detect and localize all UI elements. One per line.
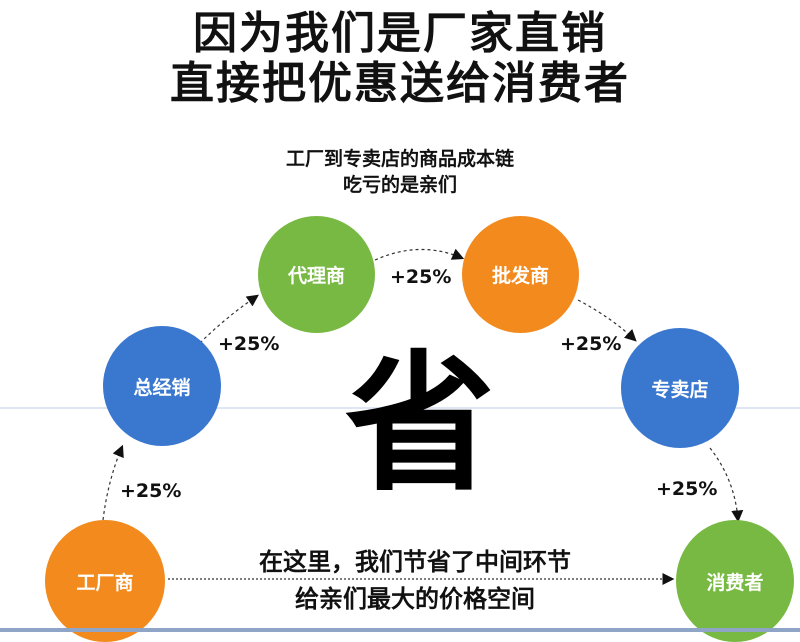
subtitle-line-1: 工厂到专卖店的商品成本链	[285, 148, 514, 170]
arrow-distributor-to-agent	[199, 294, 259, 344]
arrow-wholesaler-to-store	[577, 299, 637, 342]
node-agent: 代理商	[258, 216, 375, 333]
markup-label: +25%	[390, 266, 452, 288]
markup-label: +25%	[218, 333, 280, 355]
node-factory: 工厂商	[45, 520, 165, 642]
node-label: 工厂商	[76, 571, 134, 594]
node-label: 批发商	[491, 265, 549, 287]
arrow-factory-to-distributor	[102, 444, 124, 521]
subtitle-line-2: 吃亏的是亲们	[342, 174, 457, 196]
arrow-store-to-consumer	[709, 447, 744, 523]
node-wholesaler: 批发商	[462, 216, 579, 333]
arrow-agent-to-wholesaler	[374, 248, 465, 261]
node-label: 总经销	[133, 376, 191, 399]
bottom-border	[0, 628, 800, 632]
node-consumer: 消费者	[676, 520, 794, 642]
node-label: 代理商	[287, 265, 345, 287]
markup-label: +25%	[560, 333, 622, 355]
node-label: 专卖店	[651, 378, 709, 401]
headline-line-2: 直接把优惠送给消费者	[170, 58, 630, 109]
markup-label: +25%	[120, 480, 182, 502]
markup-label: +25%	[656, 478, 718, 500]
node-label: 消费者	[706, 571, 764, 594]
divider-line	[0, 407, 800, 409]
node-store: 专卖店	[621, 328, 739, 448]
headline-line-1: 因为我们是厂家直销	[193, 8, 607, 59]
bottom-text-line-2: 给亲们最大的价格空间	[295, 585, 535, 613]
node-general-distributor: 总经销	[103, 326, 221, 446]
bottom-text-line-1: 在这里，我们节省了中间环节	[259, 548, 571, 576]
save-character: 省	[344, 338, 495, 512]
